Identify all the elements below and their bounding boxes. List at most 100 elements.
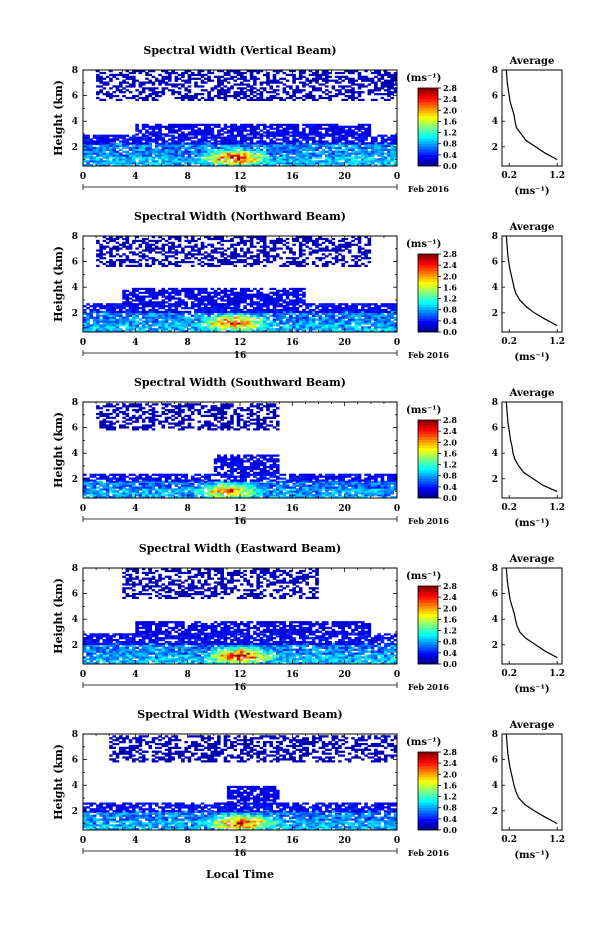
heatmap-cell xyxy=(292,142,296,145)
heatmap-cell xyxy=(364,152,368,155)
heatmap-cell xyxy=(148,127,152,130)
heatmap-cell xyxy=(295,91,300,94)
heatmap-cell xyxy=(190,160,195,163)
heatmap-cell xyxy=(249,123,254,126)
heatmap-cell xyxy=(210,305,215,308)
heatmap-cell xyxy=(174,140,179,143)
heatmap-cell xyxy=(357,75,362,78)
heatmap-cell xyxy=(132,308,136,312)
colorbar: (ms⁻¹)0.00.40.81.21.62.02.42.8 xyxy=(406,73,457,171)
heatmap-cell xyxy=(351,160,355,163)
heatmap-cell xyxy=(220,307,224,310)
heatmap-cell xyxy=(315,328,319,331)
heatmap-cell xyxy=(275,89,280,92)
heatmap-cell xyxy=(364,131,368,134)
heatmap-cell xyxy=(217,241,221,244)
heatmap-cell xyxy=(102,146,107,150)
heatmap-cell xyxy=(132,79,136,82)
heatmap-cell xyxy=(174,293,179,296)
heatmap-cell xyxy=(184,127,188,130)
heatmap-cell xyxy=(341,127,345,130)
heatmap-cell xyxy=(115,237,120,241)
colorbar-step xyxy=(418,99,438,103)
heatmap-cell xyxy=(217,251,221,254)
heatmap-cell xyxy=(308,158,313,161)
heatmap-cell xyxy=(311,125,316,128)
heatmap-cell xyxy=(246,142,251,145)
heatmap-cell xyxy=(174,162,179,165)
heatmap-cell xyxy=(86,326,90,329)
heatmap-cell xyxy=(351,152,355,155)
heatmap-cell xyxy=(135,148,139,151)
heatmap-cell xyxy=(115,324,120,327)
heatmap-cell xyxy=(122,87,126,90)
heatmap-cell xyxy=(223,303,228,306)
heatmap-cell xyxy=(174,164,179,167)
heatmap-cell xyxy=(184,160,188,163)
heatmap-cell xyxy=(262,89,267,92)
heatmap-cell xyxy=(364,85,368,88)
heatmap-cell xyxy=(305,123,309,126)
heatmap-cell xyxy=(154,324,159,327)
heatmap-cell xyxy=(102,245,107,248)
heatmap-cell xyxy=(83,326,87,329)
heatmap-cell xyxy=(213,146,218,150)
heatmap-cell xyxy=(233,322,238,325)
heatmap-cell xyxy=(311,249,316,252)
heatmap-cell xyxy=(282,310,287,314)
heatmap-cell xyxy=(243,264,247,268)
heatmap-cell xyxy=(298,236,303,239)
heatmap-cell xyxy=(305,160,309,163)
heatmap-cell xyxy=(272,136,277,139)
heatmap-cell xyxy=(249,89,254,92)
heatmap-cell xyxy=(200,93,205,96)
heatmap-cell xyxy=(200,316,205,319)
heatmap-cell xyxy=(187,158,192,161)
heatmap-cell xyxy=(351,330,355,333)
heatmap-cell xyxy=(292,91,296,94)
heatmap-cell xyxy=(308,79,313,82)
heatmap-cell xyxy=(141,237,146,241)
heatmap-cell xyxy=(275,138,280,141)
heatmap-cell xyxy=(269,299,274,302)
heatmap-cell xyxy=(102,314,107,317)
heatmap-cell xyxy=(161,146,166,150)
heatmap-cell xyxy=(86,316,90,319)
heatmap-cell xyxy=(338,303,342,306)
heatmap-cell xyxy=(315,305,319,308)
heatmap-cell xyxy=(367,162,372,165)
heatmap-cell xyxy=(272,305,277,308)
heatmap-cell xyxy=(164,81,169,84)
heatmap-cell xyxy=(135,326,139,329)
heatmap-cell xyxy=(194,299,198,302)
heatmap-cell xyxy=(318,236,323,239)
heatmap-cell xyxy=(141,299,146,302)
heatmap-cell xyxy=(370,89,375,92)
heatmap-cell xyxy=(295,144,300,148)
heatmap-cell xyxy=(377,93,381,96)
heatmap-cell xyxy=(164,87,169,90)
heatmap-cell xyxy=(305,146,309,150)
heatmap-cell xyxy=(158,83,162,86)
heatmap-cell xyxy=(331,150,336,153)
heatmap-cell xyxy=(161,245,166,248)
heatmap-cell xyxy=(122,259,126,262)
heatmap-cell xyxy=(295,301,300,304)
heatmap-cell xyxy=(334,94,339,98)
heatmap-cell xyxy=(141,142,146,145)
heatmap-cell xyxy=(256,133,260,136)
heatmap-cell xyxy=(357,125,362,128)
heatmap-cell xyxy=(243,312,247,316)
heatmap-cell xyxy=(210,255,215,258)
heatmap-cell xyxy=(230,87,234,90)
heatmap-cell xyxy=(92,318,97,321)
heatmap-cell xyxy=(230,310,234,314)
heatmap-cell xyxy=(236,164,241,167)
heatmap-cell xyxy=(266,326,270,329)
heatmap-cell xyxy=(174,289,179,292)
heatmap-cell xyxy=(223,146,228,150)
heatmap-cell xyxy=(249,156,254,159)
heatmap-cell xyxy=(86,142,90,145)
heatmap-cell xyxy=(213,322,218,325)
heatmap-cell xyxy=(282,308,287,312)
